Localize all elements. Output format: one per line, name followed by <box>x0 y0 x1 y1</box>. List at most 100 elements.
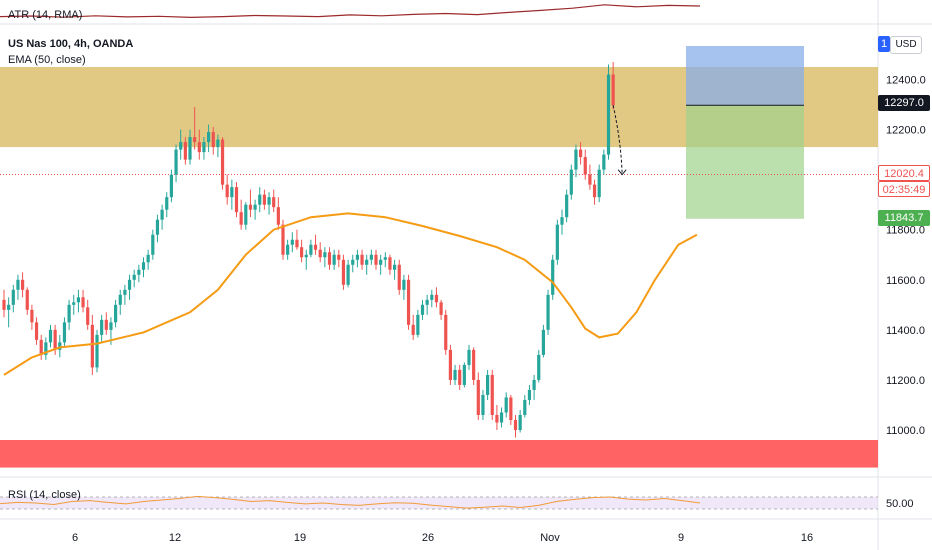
candle-body <box>248 204 253 210</box>
candle-body <box>123 289 127 295</box>
candle-body <box>179 142 183 150</box>
time-axis-tick: 9 <box>678 532 684 544</box>
candle-body <box>300 247 304 258</box>
candle-body <box>216 139 220 148</box>
candle-body <box>39 339 43 355</box>
candle-body <box>439 302 443 315</box>
candle-body <box>48 329 53 343</box>
candle-body <box>513 419 518 430</box>
candle-body <box>369 254 373 260</box>
candle-body <box>374 254 378 265</box>
candle-body <box>16 279 20 290</box>
candle-body <box>402 279 406 290</box>
candle-body <box>490 374 494 415</box>
price-axis-tick: 11000.0 <box>886 425 925 437</box>
countdown-tag: 02:35:49 <box>878 181 930 197</box>
time-axis-tick: 19 <box>294 532 306 544</box>
candle-body <box>183 142 187 160</box>
candle-body <box>583 157 587 175</box>
candle-body <box>327 252 332 265</box>
top-price-tag: 1 <box>878 36 890 52</box>
candle-body <box>193 137 197 143</box>
atr-indicator-label[interactable]: ATR (14, RMA) <box>8 9 83 21</box>
candle-body <box>295 239 299 248</box>
atr-line <box>0 4 701 19</box>
candle-body <box>574 149 578 170</box>
rsi-axis-tick: 50.00 <box>886 498 914 510</box>
price-axis-tick: 12200.0 <box>886 125 926 137</box>
rsi-line <box>0 495 701 509</box>
candle-body <box>72 302 76 305</box>
candle-body <box>606 74 611 155</box>
candle-body <box>318 249 322 258</box>
projection-arrowhead <box>617 169 627 176</box>
candle-body <box>602 154 606 170</box>
candle-body <box>2 299 6 310</box>
candle-body <box>546 294 550 330</box>
candle-body <box>337 254 341 260</box>
candle-body <box>141 262 146 270</box>
candle-body <box>7 304 11 310</box>
time-axis-tick: 12 <box>169 532 181 544</box>
projection-arrow <box>612 105 623 175</box>
candle-body <box>165 197 169 210</box>
currency-button[interactable]: USD <box>890 36 922 54</box>
candle-body <box>146 254 150 263</box>
rsi-indicator-label[interactable]: RSI (14, close) <box>8 489 81 501</box>
candle-body <box>504 397 508 413</box>
symbol-title[interactable]: US Nas 100, 4h, OANDA <box>8 38 134 50</box>
candle-body <box>551 259 555 295</box>
candle-body <box>160 209 164 220</box>
candle-body <box>262 194 266 205</box>
price-axis-tick: 11200.0 <box>886 375 925 387</box>
candle-body <box>95 334 99 368</box>
candle-body <box>448 349 452 380</box>
candle-body <box>393 264 397 270</box>
candle-body <box>155 219 160 235</box>
candle-body <box>560 217 564 225</box>
candle-body <box>44 342 48 355</box>
candle-body <box>495 414 499 423</box>
candle-body <box>281 224 285 255</box>
candle-body <box>132 274 136 280</box>
candle-body <box>486 374 490 395</box>
candle-body <box>58 342 62 350</box>
price-axis-tick: 11400.0 <box>886 325 925 337</box>
stop-loss-zone <box>686 46 804 106</box>
price-axis-tick: 11600.0 <box>886 275 925 287</box>
candle-body <box>509 397 513 420</box>
candle-body <box>351 259 355 265</box>
ema-indicator-label[interactable]: EMA (50, close) <box>8 54 86 66</box>
candle-body <box>532 379 536 390</box>
candle-body <box>81 297 85 308</box>
candle-body <box>537 354 541 380</box>
candle-body <box>579 149 583 158</box>
candle-body <box>383 257 387 260</box>
time-axis-tick: 6 <box>72 532 78 544</box>
entry-price-tag: 12297.0 <box>878 95 930 111</box>
current-price-tag: 12020.4 <box>878 165 930 181</box>
candle-body <box>104 319 108 330</box>
candle-body <box>258 194 262 205</box>
time-axis-tick: Nov <box>540 532 560 544</box>
candle-body <box>430 294 434 300</box>
candle-body <box>25 289 29 310</box>
candle-body <box>462 364 466 385</box>
candle-body <box>239 212 243 225</box>
candle-body <box>379 259 383 265</box>
candle-body <box>420 304 425 315</box>
candle-body <box>527 389 532 400</box>
candle-body <box>267 197 271 205</box>
candle-body <box>472 349 476 380</box>
candle-body <box>62 322 67 343</box>
price-axis-tick: 12400.0 <box>886 75 926 87</box>
candle-body <box>207 132 211 143</box>
candle-body <box>118 294 122 305</box>
candle-body <box>244 204 248 225</box>
candle-body <box>286 244 290 255</box>
candle-body <box>220 139 225 185</box>
candle-body <box>109 322 113 330</box>
candle-body <box>555 224 559 260</box>
candle-body <box>211 132 215 148</box>
